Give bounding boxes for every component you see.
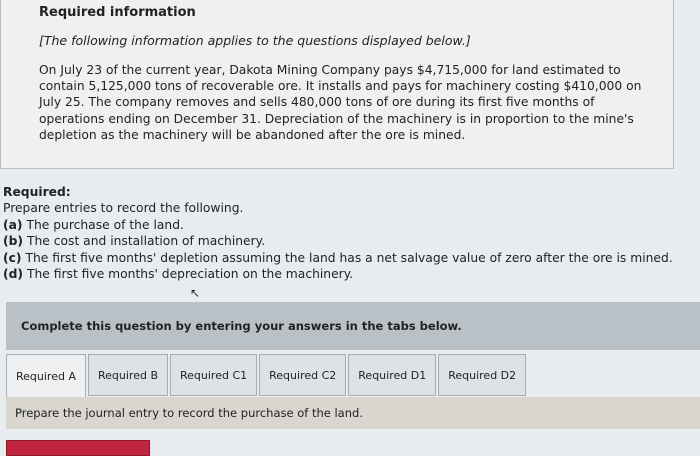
required-information-panel: Required information [The following info… [0, 0, 674, 169]
mouse-cursor-icon: ↖ [190, 286, 201, 300]
required-item: (a) The purchase of the land. [3, 217, 184, 232]
transaction-list-button[interactable] [6, 440, 150, 456]
tab-required-c1[interactable]: Required C1 [170, 354, 258, 396]
tab-prompt: Prepare the journal entry to record the … [6, 397, 700, 429]
tab-required-d1[interactable]: Required D1 [348, 354, 437, 396]
tab-required-b[interactable]: Required B [87, 354, 168, 396]
required-item: (c) The first five months' depletion ass… [3, 250, 673, 265]
tab-required-a[interactable]: Required A [6, 354, 86, 397]
required-section: Required: Prepare entries to record the … [3, 184, 673, 282]
required-item: (d) The first five months' depreciation … [3, 267, 354, 282]
info-subtitle: [The following information applies to th… [39, 33, 471, 48]
info-title: Required information [39, 5, 196, 20]
answer-tabs: Required A Required B Required C1 Requir… [6, 354, 528, 397]
info-body: On July 23 of the current year, Dakota M… [39, 63, 642, 142]
instruction-banner: Complete this question by entering your … [6, 302, 700, 350]
tab-required-c2[interactable]: Required C2 [259, 354, 347, 396]
required-intro: Prepare entries to record the following. [3, 201, 244, 216]
tab-required-d2[interactable]: Required D2 [438, 354, 527, 396]
required-heading: Required: [3, 185, 71, 199]
required-item: (b) The cost and installation of machine… [3, 234, 266, 249]
